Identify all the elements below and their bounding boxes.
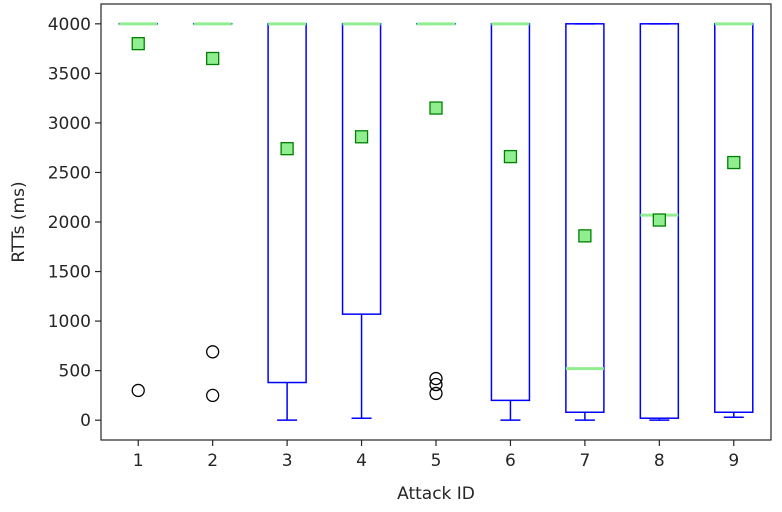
box-group-3 (267, 22, 307, 421)
x-tick-label: 6 (505, 451, 516, 471)
mean-marker (354, 130, 369, 144)
mean-marker (652, 213, 666, 227)
x-tick-label: 2 (207, 451, 218, 471)
x-tick-label: 8 (654, 451, 665, 471)
y-tick-label: 2500 (48, 163, 91, 183)
mean-marker (206, 51, 220, 66)
mean-marker (503, 149, 518, 164)
box-group-7 (565, 23, 605, 421)
y-tick-label: 4000 (48, 15, 91, 35)
y-tick-label: 2000 (48, 213, 91, 233)
outlier-point (206, 388, 220, 403)
y-axis-title: RTTs (ms) (9, 181, 29, 262)
mean-marker (280, 142, 294, 156)
outlier-point (131, 383, 145, 398)
box-group-2 (192, 22, 233, 403)
y-axis-ticks: 0 500 1000 1500 2000 2500 3000 3500 4000 (48, 15, 101, 431)
outlier-point (206, 345, 220, 359)
mean-marker (578, 229, 592, 243)
y-tick-label: 1500 (48, 263, 91, 283)
outlier-point (429, 377, 443, 392)
outlier-point (429, 386, 443, 401)
x-tick-label: 3 (282, 451, 293, 471)
mean-marker (727, 155, 741, 170)
x-axis-ticks: 1 2 3 4 5 6 7 8 9 (133, 440, 739, 471)
x-tick-label: 9 (728, 451, 739, 471)
y-tick-label: 1000 (48, 312, 91, 332)
mean-marker (131, 36, 145, 51)
box-group-9 (714, 22, 754, 418)
box-iqr (565, 23, 605, 414)
box-iqr (639, 23, 680, 419)
outlier-point (429, 371, 443, 386)
box-group-8 (639, 23, 680, 421)
y-tick-label: 500 (59, 362, 91, 382)
box-group-6 (490, 22, 531, 421)
plot-content (118, 22, 754, 421)
y-tick-label: 3500 (48, 64, 91, 84)
x-tick-label: 7 (579, 451, 590, 471)
x-tick-label: 4 (356, 451, 367, 471)
box-group-4 (341, 22, 382, 419)
box-group-5 (416, 22, 456, 401)
y-tick-label: 3000 (48, 114, 91, 134)
x-tick-label: 1 (133, 451, 144, 471)
box-group-1 (118, 22, 158, 398)
y-tick-label: 0 (80, 411, 91, 431)
x-axis-title: Attack ID (397, 484, 475, 504)
x-tick-label: 5 (431, 451, 442, 471)
mean-marker (429, 101, 443, 115)
